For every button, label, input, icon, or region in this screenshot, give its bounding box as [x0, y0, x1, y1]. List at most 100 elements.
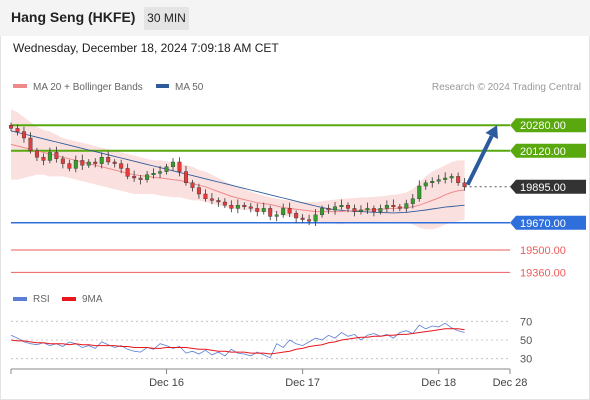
- candle-body: [80, 160, 85, 166]
- candle-body: [54, 152, 59, 159]
- ma50-legend-swatch: [156, 84, 169, 88]
- rsi-legend-swatch: [13, 297, 27, 301]
- candle-body: [410, 198, 415, 204]
- interval-button[interactable]: 30 MIN: [144, 7, 189, 30]
- candle-body: [384, 204, 389, 209]
- credit-label: Research © 2024 Trading Central: [432, 82, 581, 93]
- level-label: 20120.00: [520, 146, 566, 158]
- candle-body: [326, 208, 331, 211]
- candle-body: [196, 187, 201, 195]
- ma9-legend-label: 9MA: [82, 294, 103, 305]
- candle-body: [9, 124, 13, 129]
- level-label: 19360.00: [520, 267, 566, 279]
- x-tick-label: Dec 18: [421, 377, 456, 389]
- candle-body: [112, 161, 117, 164]
- candle-body: [73, 160, 78, 169]
- x-tick-label: Dec 28: [493, 377, 528, 389]
- price-panel: 20280.00 20120.00 19895.00 19670.00 19500.00…: [9, 109, 586, 279]
- rsi-tick-label: 70: [520, 316, 532, 328]
- candle-body: [287, 208, 292, 214]
- x-axis: Dec 16 Dec 17 Dec 18 Dec 28: [10, 369, 528, 389]
- candle-body: [60, 158, 65, 164]
- chart-header: Hang Seng (HKFE) 30 MIN: [0, 0, 590, 36]
- level-tag: [510, 179, 586, 194]
- candle-body: [21, 131, 26, 139]
- candle-body: [145, 174, 150, 180]
- x-tick-label: Dec 16: [149, 377, 184, 389]
- bollinger-legend-swatch: [13, 84, 27, 88]
- candle-body: [313, 214, 318, 222]
- candle-body: [333, 206, 338, 211]
- candle-body: [443, 177, 448, 180]
- level-label: 19670.00: [520, 218, 566, 230]
- rsi-tick-label: 30: [520, 354, 532, 366]
- candle-body: [132, 176, 137, 179]
- bollinger-legend-label: MA 20 + Bollinger Bands: [33, 82, 143, 93]
- ma9-legend-swatch: [62, 297, 76, 301]
- candle-body: [138, 177, 143, 180]
- candle-body: [67, 163, 72, 169]
- candle-body: [462, 182, 467, 188]
- rsi-legend-label: RSI: [33, 294, 50, 305]
- candle-body: [106, 156, 111, 163]
- candle-body: [391, 204, 396, 207]
- candle-body: [436, 179, 441, 182]
- candle-body: [242, 204, 247, 207]
- candle-body: [378, 208, 383, 212]
- candle-body: [449, 176, 454, 179]
- candle-body: [119, 163, 124, 169]
- candle-body: [93, 161, 98, 164]
- candle-body: [34, 150, 39, 158]
- level-tag: [510, 118, 586, 133]
- candle-body: [28, 137, 33, 152]
- candle-body: [209, 198, 214, 201]
- candle-body: [125, 168, 130, 177]
- candle-body: [294, 212, 299, 219]
- candle-body: [255, 208, 260, 212]
- candle-body: [417, 185, 422, 200]
- rsi-panel: 70 50 30: [10, 316, 532, 366]
- candle-body: [183, 171, 188, 184]
- level-label: 19895.00: [520, 182, 566, 194]
- level-label: 20280.00: [520, 120, 566, 132]
- candle-body: [151, 172, 156, 175]
- candle-body: [430, 180, 435, 183]
- chart-datetime: Wednesday, December 18, 2024 7:09:18 AM …: [13, 41, 279, 55]
- candle-body: [456, 176, 461, 183]
- candle-body: [171, 161, 175, 167]
- candle-body: [320, 208, 325, 215]
- candle-body: [15, 128, 20, 132]
- candle-body: [371, 208, 376, 212]
- ma50-line: [10, 130, 465, 214]
- instrument-title: Hang Seng (HKFE): [11, 9, 136, 25]
- candle-body: [423, 182, 428, 187]
- level-tag: [510, 215, 586, 230]
- candle-body: [248, 206, 253, 209]
- candle-body: [274, 214, 279, 217]
- candle-body: [99, 156, 104, 164]
- candle-body: [222, 201, 227, 206]
- candle-body: [41, 156, 46, 161]
- candle-body: [177, 161, 182, 172]
- candle-body: [86, 161, 91, 166]
- x-tick-label: Dec 17: [285, 377, 320, 389]
- candle-body: [190, 182, 195, 188]
- candle-body: [346, 204, 350, 209]
- candle-body: [164, 166, 169, 172]
- candle-body: [229, 204, 234, 209]
- candle-body: [261, 208, 266, 212]
- ma50-legend-label: MA 50: [175, 82, 204, 93]
- ma20-line: [10, 143, 465, 213]
- candle-body: [268, 208, 273, 217]
- projection-arrow-head: [485, 125, 499, 140]
- candle-body: [397, 206, 402, 209]
- candle-body: [203, 193, 208, 200]
- candle-body: [365, 208, 370, 211]
- candle-body: [235, 204, 240, 209]
- candle-body: [158, 171, 163, 174]
- candle-body: [404, 203, 409, 209]
- candle-body: [300, 217, 305, 220]
- candle-body: [281, 208, 286, 215]
- rsi-ma9-line: [10, 328, 465, 355]
